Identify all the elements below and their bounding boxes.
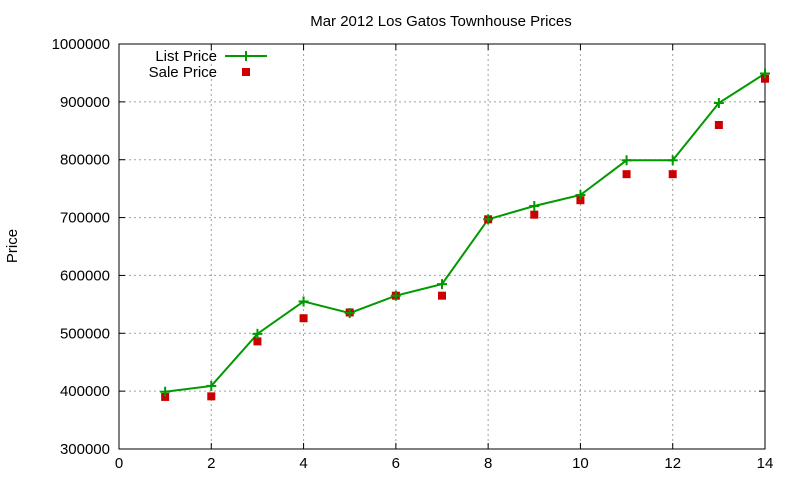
gridlines (119, 44, 765, 449)
sale-price-point (161, 392, 170, 401)
legend: List Price Sale Price (149, 48, 267, 81)
list-price-point (483, 214, 494, 225)
list-price-point (575, 190, 586, 201)
x-tick-label: 0 (115, 455, 123, 472)
y-tick-label: 1000000 (52, 36, 110, 53)
x-tick-label: 8 (484, 455, 492, 472)
y-tick-label: 400000 (60, 383, 110, 400)
y-tick-label: 700000 (60, 210, 110, 227)
axis-ticks: 0 2 4 6 8 10 12 14 300000 400000 500000 600000 70000… (52, 36, 774, 472)
legend-marker-sale-price (242, 68, 250, 76)
list-price-line (165, 72, 766, 393)
x-tick-label: 12 (664, 455, 681, 472)
sale-price-point (622, 170, 631, 179)
list-price-point (390, 290, 401, 301)
legend-plus-marker (241, 51, 251, 61)
list-price-point (437, 279, 447, 290)
list-price-point (760, 68, 770, 79)
sale-price-point (668, 170, 677, 179)
sale-price-point (253, 337, 262, 346)
list-price-point (713, 98, 724, 109)
list-price-point (529, 201, 540, 211)
x-tick-label: 14 (757, 455, 774, 472)
list-price-point (344, 308, 355, 319)
y-tick-label: 900000 (60, 94, 110, 111)
sale-price-point (299, 314, 308, 323)
sale-price-point (530, 210, 539, 219)
list-price-point (621, 155, 632, 166)
legend-marker-list-price (241, 51, 251, 61)
sale-price-point (576, 196, 585, 205)
x-tick-label: 4 (299, 455, 307, 472)
data-series (160, 68, 770, 401)
y-tick-label: 300000 (60, 441, 110, 458)
x-tick-label: 2 (207, 455, 215, 472)
legend-label-sale-price: Sale Price (149, 64, 217, 81)
list-price-point (160, 386, 171, 397)
y-tick-label: 800000 (60, 152, 110, 169)
sale-price-point (714, 121, 723, 129)
x-tick-label: 6 (392, 455, 400, 472)
list-price-point (667, 155, 678, 166)
x-tick-label: 10 (572, 455, 589, 472)
sale-price-point (438, 291, 446, 300)
list-price-point (206, 380, 217, 391)
y-axis-label: Price (4, 229, 21, 263)
y-tick-label: 600000 (60, 267, 110, 284)
sale-price-point (207, 392, 216, 401)
list-price-point (298, 296, 309, 307)
plot-frame (118, 43, 766, 450)
legend-label-list-price: List Price (155, 48, 217, 65)
chart-title: Mar 2012 Los Gatos Townhouse Prices (310, 13, 572, 30)
sale-price-point (761, 74, 769, 83)
y-tick-label: 500000 (60, 325, 110, 342)
list-price-point (252, 328, 263, 339)
